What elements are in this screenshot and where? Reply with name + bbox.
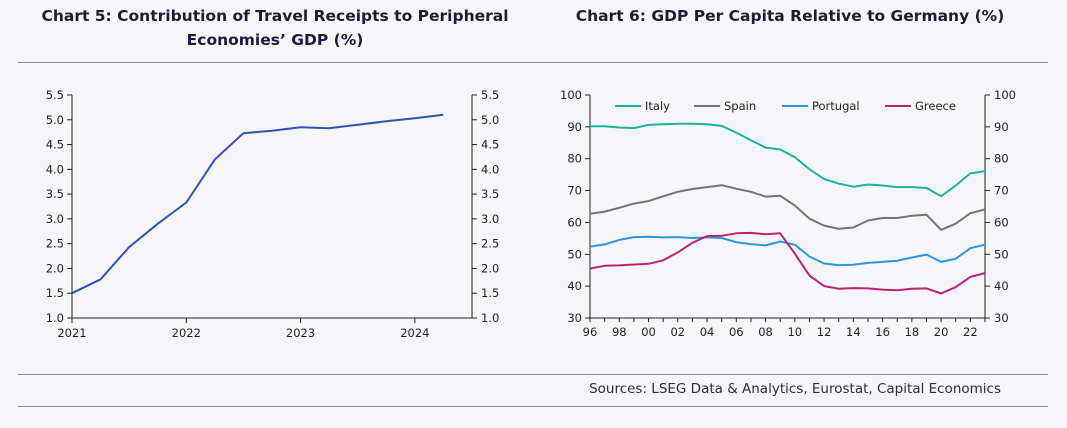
y-tick-label-right: 80 bbox=[994, 152, 1009, 166]
series-line-greece bbox=[589, 231, 986, 295]
chart5-title: Chart 5: Contribution of Travel Receipts… bbox=[41, 7, 509, 49]
y-tick-label-right: 70 bbox=[994, 184, 1009, 198]
y-tick-label-left: 50 bbox=[567, 247, 582, 261]
y-tick-label-left: 80 bbox=[567, 152, 582, 166]
y-tick-label-right: 1.0 bbox=[481, 311, 499, 325]
x-tick-label: 12 bbox=[817, 325, 832, 339]
top-divider bbox=[18, 62, 1048, 63]
chart6-title: Chart 6: GDP Per Capita Relative to Germ… bbox=[575, 7, 1005, 25]
y-tick-label-left: 4.0 bbox=[46, 162, 64, 176]
sources-note: Sources: LSEG Data & Analytics, Eurostat… bbox=[589, 381, 1001, 397]
y-tick-label-right: 5.5 bbox=[481, 88, 499, 102]
x-tick-label: 18 bbox=[905, 325, 920, 339]
x-tick-label: 2021 bbox=[57, 326, 86, 340]
y-tick-label-right: 2.0 bbox=[481, 261, 499, 275]
x-tick-label: 10 bbox=[787, 325, 802, 339]
y-tick-label-left: 1.0 bbox=[46, 311, 64, 325]
y-tick-label-right: 2.5 bbox=[481, 237, 499, 251]
x-tick-label: 04 bbox=[700, 325, 715, 339]
y-tick-label-right: 30 bbox=[994, 311, 1009, 325]
y-tick-label-right: 4.0 bbox=[481, 162, 499, 176]
y-tick-label-left: 2.0 bbox=[46, 261, 64, 275]
y-tick-label-left: 1.5 bbox=[46, 286, 64, 300]
series-line-contribution bbox=[71, 113, 444, 295]
y-tick-label-right: 50 bbox=[994, 247, 1009, 261]
x-tick-label: 06 bbox=[729, 325, 744, 339]
legend-label-portugal: Portugal bbox=[812, 99, 860, 113]
y-tick-label-right: 90 bbox=[994, 120, 1009, 134]
y-tick-label-left: 3.5 bbox=[46, 187, 64, 201]
x-tick-label: 16 bbox=[875, 325, 890, 339]
y-tick-label-right: 1.5 bbox=[481, 286, 499, 300]
x-tick-label: 96 bbox=[583, 325, 598, 339]
y-tick-label-right: 60 bbox=[994, 215, 1009, 229]
y-tick-label-left: 100 bbox=[560, 88, 582, 102]
x-tick-label: 00 bbox=[641, 325, 656, 339]
series-line-spain bbox=[589, 184, 986, 231]
x-tick-label: 14 bbox=[846, 325, 861, 339]
y-tick-label-left: 2.5 bbox=[46, 237, 64, 251]
y-tick-label-left: 40 bbox=[567, 279, 582, 293]
y-tick-label-right: 3.5 bbox=[481, 187, 499, 201]
y-tick-label-right: 100 bbox=[994, 88, 1016, 102]
y-tick-label-left: 5.0 bbox=[46, 113, 64, 127]
x-tick-label: 2024 bbox=[400, 326, 429, 340]
y-tick-label-left: 3.0 bbox=[46, 212, 64, 226]
y-tick-label-left: 4.5 bbox=[46, 138, 64, 152]
x-tick-label: 2023 bbox=[286, 326, 315, 340]
y-tick-label-right: 40 bbox=[994, 279, 1009, 293]
y-tick-label-left: 70 bbox=[567, 184, 582, 198]
x-tick-label: 02 bbox=[670, 325, 685, 339]
x-tick-label: 20 bbox=[934, 325, 949, 339]
series-line-italy bbox=[590, 122, 986, 198]
y-tick-label-right: 4.5 bbox=[481, 138, 499, 152]
x-tick-label: 2022 bbox=[172, 326, 201, 340]
series-line-portugal bbox=[589, 235, 986, 267]
y-tick-label-right: 3.0 bbox=[481, 212, 499, 226]
sources-divider-bottom bbox=[18, 406, 1048, 407]
y-tick-label-left: 90 bbox=[567, 120, 582, 134]
x-tick-label: 08 bbox=[758, 325, 773, 339]
sources-divider-top bbox=[18, 374, 1048, 375]
legend-label-italy: Italy bbox=[645, 99, 670, 113]
x-tick-label: 22 bbox=[963, 325, 978, 339]
x-tick-label: 98 bbox=[612, 325, 627, 339]
y-tick-label-left: 60 bbox=[567, 215, 582, 229]
legend-label-spain: Spain bbox=[724, 99, 756, 113]
legend-label-greece: Greece bbox=[915, 99, 956, 113]
y-tick-label-right: 5.0 bbox=[481, 113, 499, 127]
y-tick-label-left: 5.5 bbox=[46, 88, 64, 102]
y-tick-label-left: 30 bbox=[567, 311, 582, 325]
